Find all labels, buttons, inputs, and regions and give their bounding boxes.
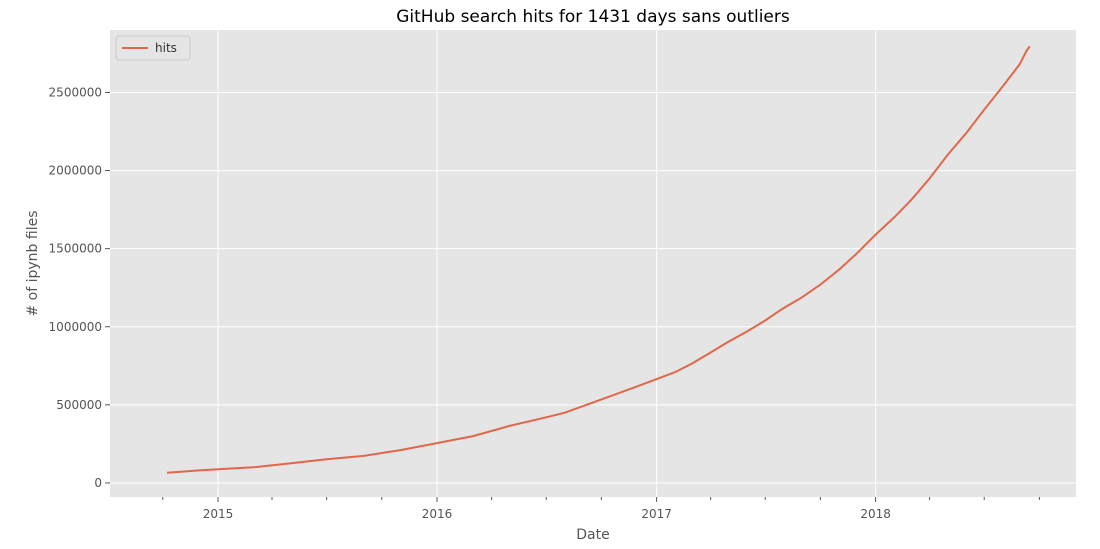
legend-label-hits: hits: [155, 41, 177, 55]
y-axis-label: # of ipynb files: [25, 210, 41, 316]
y-tick-label: 2500000: [49, 85, 102, 99]
y-tick-label: 1500000: [49, 242, 102, 256]
plot-area: [110, 30, 1076, 497]
legend-box: [115, 35, 191, 61]
x-axis-ticks: 2015 2016 2017 2018: [162, 497, 1040, 521]
x-tick-label: 2015: [203, 507, 234, 521]
chart-title: GitHub search hits for 1431 days sans ou…: [396, 7, 790, 27]
x-tick-label: 2018: [860, 507, 891, 521]
series-line-hits: [166, 45, 1031, 474]
x-tick-label: 2016: [422, 507, 453, 521]
grid-lines: [110, 30, 1076, 497]
series-layer: [166, 45, 1031, 474]
legend: hits: [115, 35, 191, 61]
y-tick-label: 1000000: [49, 320, 102, 334]
y-tick-label: 500000: [56, 398, 102, 412]
y-tick-label: 2000000: [49, 164, 102, 178]
y-axis-ticks: 0 500000 1000000 1500000 2000000 2500000: [49, 85, 110, 490]
x-axis-label: Date: [576, 527, 609, 543]
y-tick-label: 0: [94, 476, 102, 490]
x-tick-label: 2017: [641, 507, 672, 521]
